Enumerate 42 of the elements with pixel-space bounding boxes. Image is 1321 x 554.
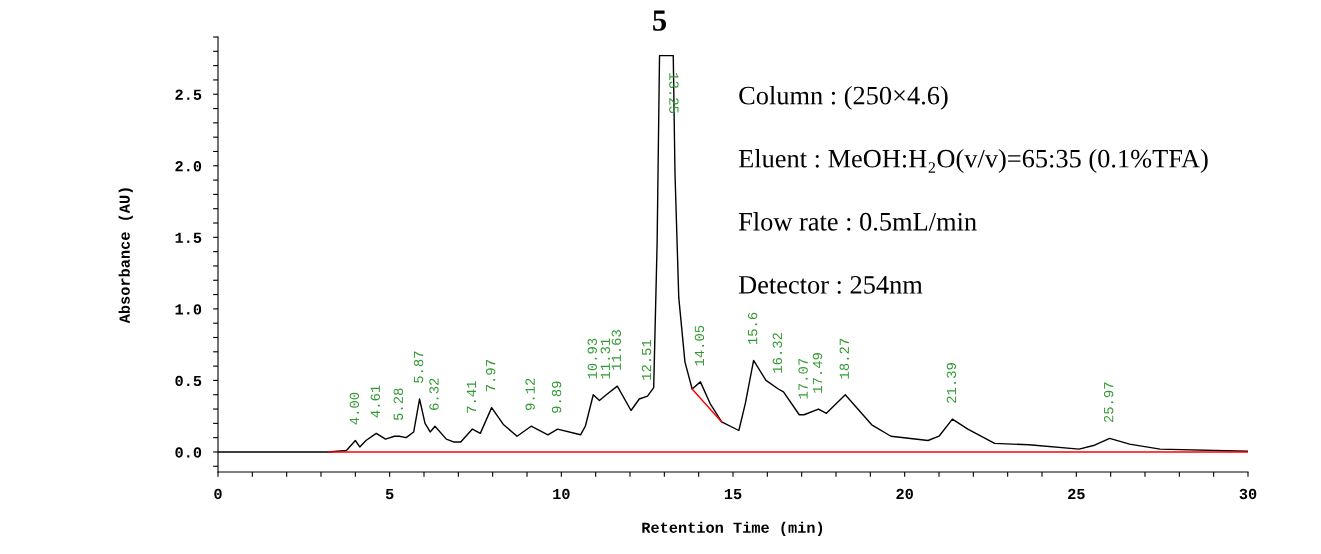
- annotation: 9.12: [525, 378, 535, 410]
- y-tick-label: 1.5: [175, 232, 202, 244]
- x-tick-label: 20: [896, 488, 913, 500]
- annotation: 12.51: [641, 339, 652, 380]
- annotation: 16.32: [772, 333, 783, 373]
- y-axis-title: Absorbance (AU): [118, 188, 133, 324]
- x-tick-label: 25: [1068, 488, 1085, 500]
- annotation: Flow rate : 0.5mL/min: [738, 212, 977, 231]
- annotation: 10.93: [587, 338, 597, 379]
- annotation: 14.05: [694, 325, 705, 366]
- x-tick-label: 5: [385, 488, 394, 500]
- y-tick-label: 1.0: [175, 304, 202, 315]
- x-tick-label: 0: [214, 488, 222, 500]
- chart-title: 5: [653, 10, 667, 31]
- x-tick-label: 10: [553, 488, 570, 500]
- x-tick-label: 15: [724, 488, 742, 500]
- annotation: 15.6: [747, 312, 758, 345]
- annotation: 4.00: [349, 392, 360, 425]
- annotation: Eluent : MeOH:H₂O(v/v)=65:35 (0.1%TFA): [738, 149, 1208, 173]
- annotation: 17.07: [798, 358, 808, 399]
- y-tick-label: 2.5: [175, 89, 202, 100]
- annotation: 4.61: [370, 385, 380, 418]
- annotation: 18.27: [839, 338, 849, 379]
- annotation: 5.28: [393, 388, 404, 421]
- annotation: Column : (250×4.6): [739, 85, 948, 110]
- annotation: 21.39: [946, 363, 957, 403]
- annotation: 6.32: [429, 378, 439, 410]
- annotation: 9.89: [551, 381, 562, 413]
- y-tick-label: 0.0: [175, 447, 202, 458]
- annotation: 5.87: [413, 351, 424, 383]
- y-tick-label: 0.5: [175, 375, 202, 387]
- x-axis-title: Retention Time (min): [642, 521, 823, 536]
- annotation: Detector : 254nm: [738, 276, 923, 294]
- annotation: 7.41: [466, 381, 476, 413]
- y-tick-label: 2.0: [175, 161, 202, 172]
- x-tick-label: 30: [1239, 488, 1257, 500]
- annotation: 17.49: [812, 353, 823, 393]
- annotation: 11.63: [611, 330, 622, 370]
- annotation: 11.31: [600, 338, 611, 379]
- annotation: 7.97: [485, 360, 496, 392]
- annotation: 25.97: [1103, 382, 1114, 423]
- annotation: 13.25: [669, 73, 679, 114]
